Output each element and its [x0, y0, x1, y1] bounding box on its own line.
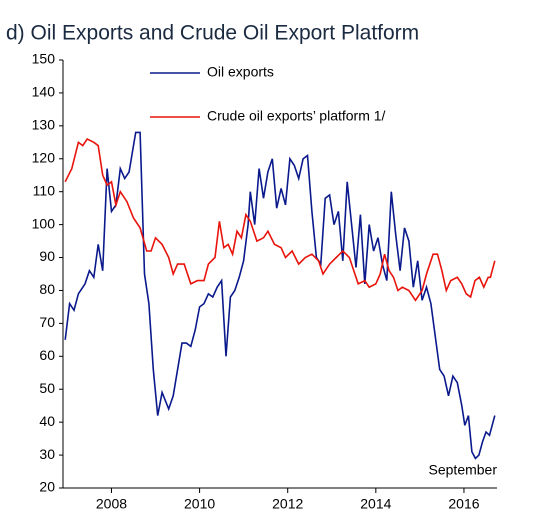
y-tick-label: 30	[39, 446, 55, 462]
x-tick-label: 2014	[360, 496, 391, 512]
y-tick-label: 140	[32, 84, 56, 100]
y-tick-label: 60	[39, 347, 55, 363]
y-tick-label: 120	[32, 149, 56, 165]
y-tick-label: 150	[32, 51, 56, 67]
legend-label: Crude oil exports’ platform 1/	[207, 108, 386, 124]
y-tick-label: 90	[39, 248, 55, 264]
legend-label: Oil exports	[207, 64, 274, 80]
y-tick-label: 70	[39, 314, 55, 330]
line	[64, 137, 496, 302]
chart-title: d) Oil Exports and Crude Oil Export Plat…	[6, 22, 419, 45]
y-tick-label: 20	[39, 479, 55, 495]
y-tick-label: 110	[33, 182, 56, 198]
y-tick-label: 130	[32, 117, 56, 133]
x-tick-label: 2010	[184, 496, 215, 512]
y-tick-label: 40	[39, 413, 55, 429]
y-tick-label: 80	[39, 281, 55, 297]
x-tick-label: 2008	[96, 496, 127, 512]
annotation: September	[429, 462, 498, 478]
x-tick-label: 2012	[272, 496, 303, 512]
x-tick-label: 2016	[448, 496, 479, 512]
y-tick-label: 50	[39, 380, 55, 396]
line	[64, 131, 496, 460]
y-tick-label: 100	[32, 215, 56, 231]
